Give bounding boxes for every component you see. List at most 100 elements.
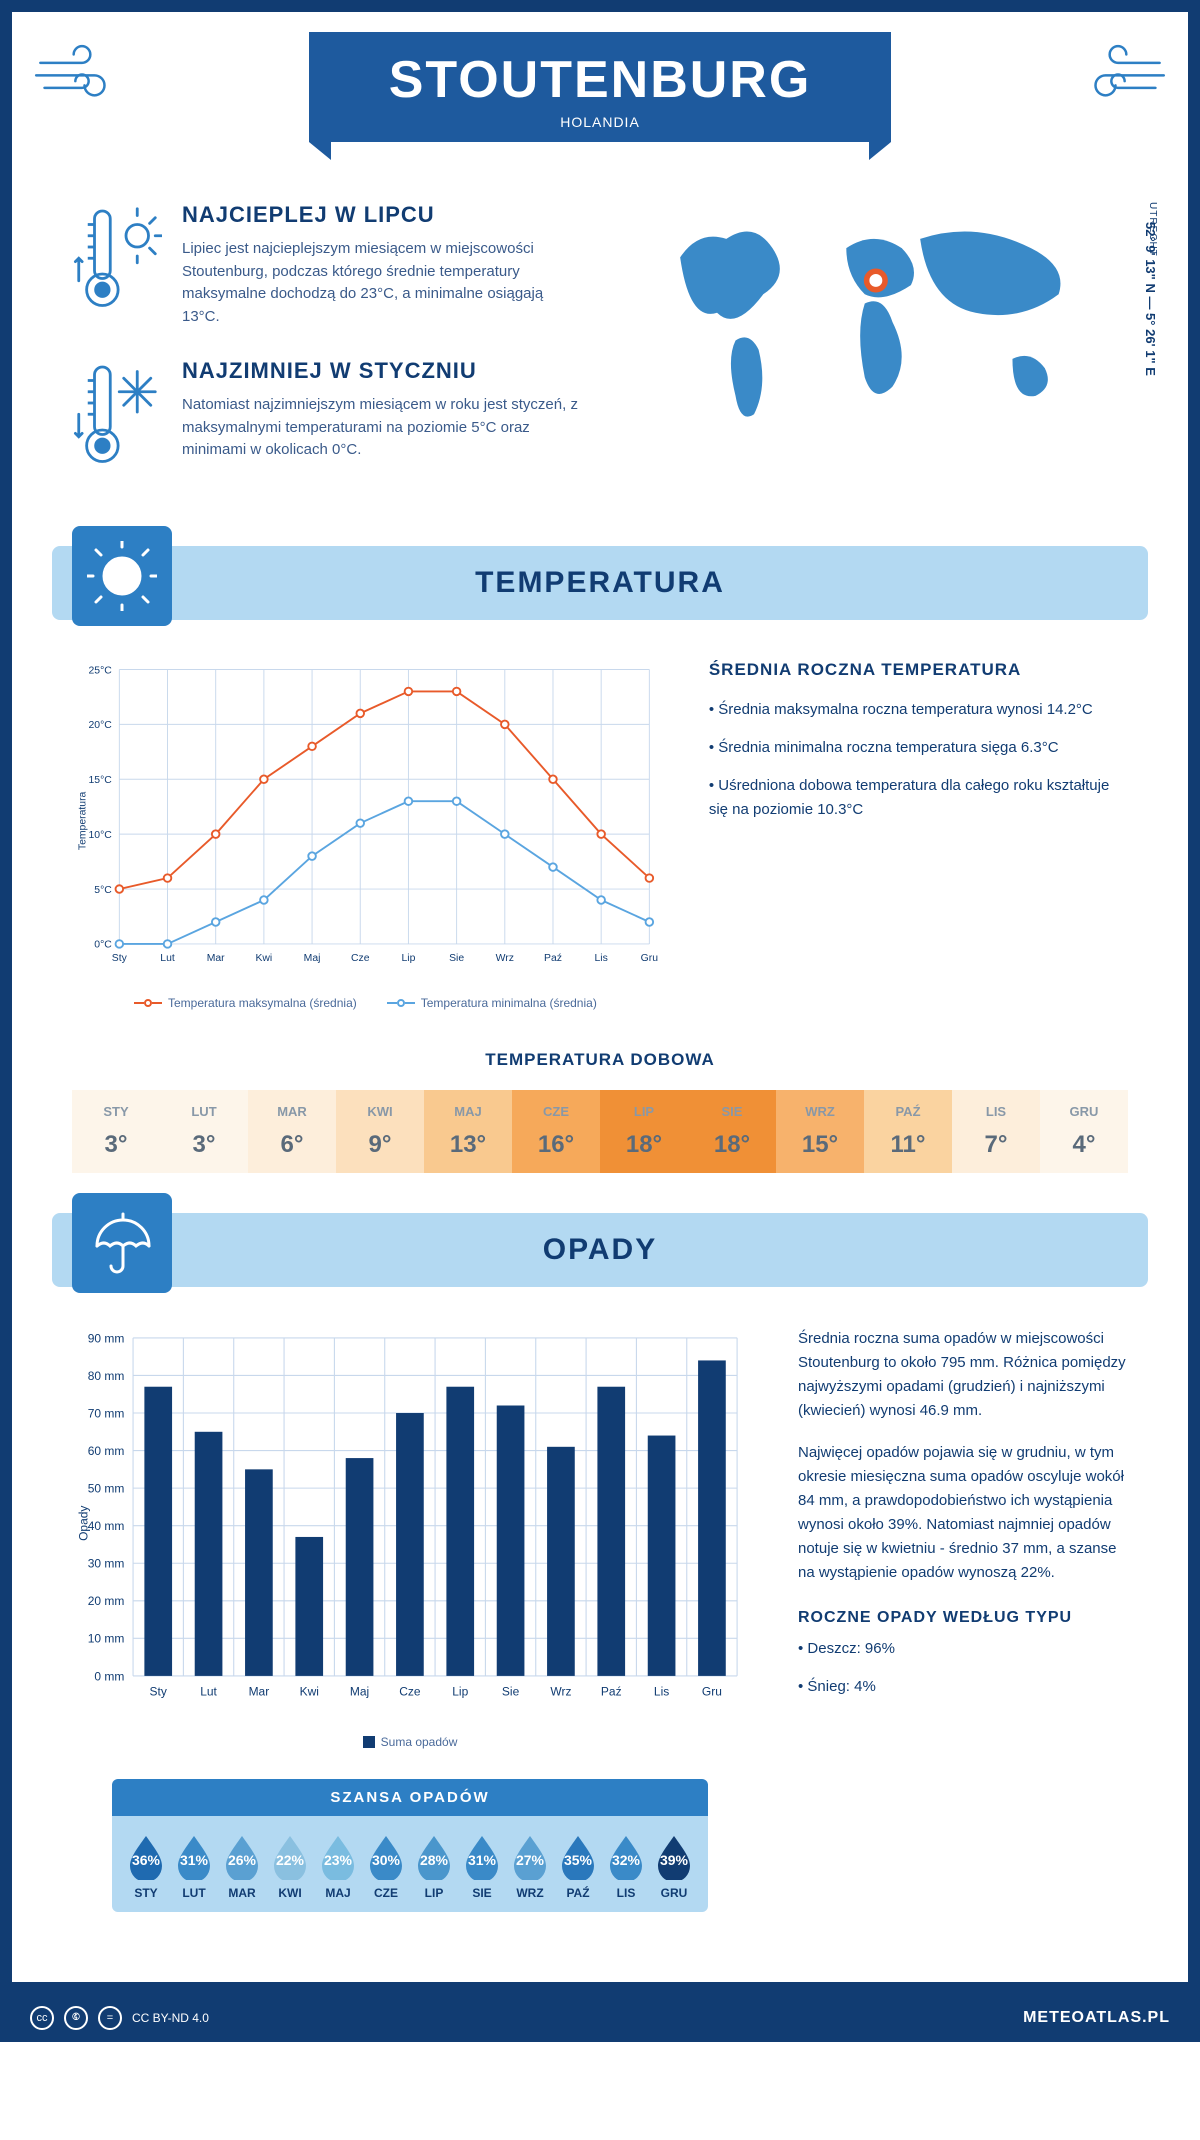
svg-text:Lis: Lis: [654, 1685, 669, 1699]
precip-by-type: ROCZNE OPADY WEDŁUG TYPU • Deszcz: 96%• …: [798, 1609, 1128, 1699]
svg-text:Opady: Opady: [76, 1506, 90, 1541]
map-column: UTRECHT 52° 9' 13" N — 5° 26' 1" E: [620, 202, 1128, 506]
daily-temp-cell: KWI9°: [336, 1090, 424, 1173]
thermometer-cold-icon: [72, 358, 162, 476]
daily-temp-cell: SIE18°: [688, 1090, 776, 1173]
precipitation-header: OPADY: [52, 1213, 1148, 1287]
svg-text:Lis: Lis: [595, 952, 608, 963]
license-text: CC BY-ND 4.0: [132, 2011, 209, 2025]
infographic-container: STOUTENBURG HOLANDIA NA: [0, 0, 1200, 1994]
daily-temp-cell: LIS7°: [952, 1090, 1040, 1173]
rain-chance-cell: 39%GRU: [650, 1832, 698, 1900]
sun-icon: [72, 526, 172, 626]
svg-text:50 mm: 50 mm: [88, 1482, 125, 1496]
daily-temperature: TEMPERATURA DOBOWA STY3°LUT3°MAR6°KWI9°M…: [12, 1050, 1188, 1213]
precip-info-paragraph: Średnia roczna suma opadów w miejscowośc…: [798, 1327, 1128, 1423]
intro-section: NAJCIEPLEJ W LIPCU Lipiec jest najcieple…: [12, 182, 1188, 546]
title-banner: STOUTENBURG HOLANDIA: [309, 32, 892, 142]
rain-chance-cell: 36%STY: [122, 1832, 170, 1900]
precip-legend: Suma opadów: [72, 1735, 748, 1749]
precip-type-title: ROCZNE OPADY WEDŁUG TYPU: [798, 1609, 1128, 1627]
coordinates-label: 52° 9' 13" N — 5° 26' 1" E: [1143, 222, 1158, 376]
svg-text:Maj: Maj: [350, 1685, 369, 1699]
temp-info-point: • Uśredniona dobowa temperatura dla całe…: [709, 774, 1128, 822]
svg-text:Lip: Lip: [452, 1685, 468, 1699]
svg-text:90 mm: 90 mm: [88, 1332, 125, 1346]
daily-temp-cell: GRU4°: [1040, 1090, 1128, 1173]
svg-text:Lut: Lut: [160, 952, 175, 963]
daily-temp-cell: LIP18°: [600, 1090, 688, 1173]
svg-text:15°C: 15°C: [88, 775, 112, 786]
svg-text:30 mm: 30 mm: [88, 1557, 125, 1571]
daily-temp-cell: STY3°: [72, 1090, 160, 1173]
fact-warmest: NAJCIEPLEJ W LIPCU Lipiec jest najcieple…: [72, 202, 580, 328]
precipitation-title: OPADY: [543, 1233, 657, 1266]
svg-text:Cze: Cze: [351, 952, 370, 963]
svg-text:Mar: Mar: [207, 952, 225, 963]
umbrella-icon: [72, 1193, 172, 1293]
svg-text:70 mm: 70 mm: [88, 1407, 125, 1421]
svg-text:Kwi: Kwi: [255, 952, 272, 963]
daily-temp-cell: CZE16°: [512, 1090, 600, 1173]
temperature-header: TEMPERATURA: [52, 546, 1148, 620]
wind-icon-right: [1048, 32, 1188, 132]
footer: cc 🅮 = CC BY-ND 4.0 METEOATLAS.PL: [0, 1994, 1200, 2042]
rain-chance-cell: 31%LUT: [170, 1832, 218, 1900]
wind-icon-left: [12, 32, 152, 132]
city-title: STOUTENBURG: [389, 50, 812, 110]
svg-text:Temperatura: Temperatura: [77, 791, 88, 850]
svg-text:Gru: Gru: [702, 1685, 722, 1699]
rain-chance-cell: 35%PAŹ: [554, 1832, 602, 1900]
temperature-title: TEMPERATURA: [475, 566, 725, 599]
nd-icon: =: [98, 2006, 122, 2030]
rain-chance-cell: 30%CZE: [362, 1832, 410, 1900]
rain-chance-cell: 28%LIP: [410, 1832, 458, 1900]
svg-text:Paź: Paź: [544, 952, 562, 963]
precipitation-chart-row: 0 mm10 mm20 mm30 mm40 mm50 mm60 mm70 mm8…: [12, 1287, 1188, 1952]
rain-chance-block: SZANSA OPADÓW 36%STY31%LUT26%MAR22%KWI23…: [72, 1779, 748, 1912]
cc-icon: cc: [30, 2006, 54, 2030]
facts-column: NAJCIEPLEJ W LIPCU Lipiec jest najcieple…: [72, 202, 580, 506]
svg-text:10 mm: 10 mm: [88, 1632, 125, 1646]
temperature-legend: Temperatura maksymalna (średnia) Temperat…: [72, 996, 659, 1010]
world-map-icon: [620, 202, 1128, 442]
temp-info-point: • Średnia maksymalna roczna temperatura …: [709, 698, 1128, 722]
svg-text:Sie: Sie: [502, 1685, 520, 1699]
svg-text:Lut: Lut: [200, 1685, 217, 1699]
daily-temp-cell: MAJ13°: [424, 1090, 512, 1173]
svg-text:Kwi: Kwi: [300, 1685, 319, 1699]
svg-text:80 mm: 80 mm: [88, 1369, 125, 1383]
temp-info-point: • Średnia minimalna roczna temperatura s…: [709, 736, 1128, 760]
legend-item: Temperatura maksymalna (średnia): [134, 996, 357, 1010]
rain-chance-cell: 26%MAR: [218, 1832, 266, 1900]
rain-chance-cell: 27%WRZ: [506, 1832, 554, 1900]
daily-temp-strip: STY3°LUT3°MAR6°KWI9°MAJ13°CZE16°LIP18°SI…: [72, 1090, 1128, 1173]
svg-text:5°C: 5°C: [94, 884, 112, 895]
fact-coldest: NAJZIMNIEJ W STYCZNIU Natomiast najzimni…: [72, 358, 580, 476]
precipitation-info: Średnia roczna suma opadów w miejscowośc…: [798, 1327, 1128, 1912]
svg-text:20°C: 20°C: [88, 720, 112, 731]
header: STOUTENBURG HOLANDIA: [12, 12, 1188, 182]
legend-item: Temperatura minimalna (średnia): [387, 996, 597, 1010]
rain-chance-cell: 31%SIE: [458, 1832, 506, 1900]
fact-cold-title: NAJZIMNIEJ W STYCZNIU: [182, 358, 580, 384]
svg-text:Wrz: Wrz: [550, 1685, 571, 1699]
rain-chance-cell: 23%MAJ: [314, 1832, 362, 1900]
fact-warm-title: NAJCIEPLEJ W LIPCU: [182, 202, 580, 228]
svg-text:Maj: Maj: [304, 952, 321, 963]
footer-license: cc 🅮 = CC BY-ND 4.0: [30, 2006, 209, 2030]
precip-type-item: • Śnieg: 4%: [798, 1675, 1128, 1699]
daily-temp-cell: WRZ15°: [776, 1090, 864, 1173]
svg-text:0°C: 0°C: [94, 939, 112, 950]
svg-text:Sty: Sty: [150, 1685, 167, 1699]
daily-temp-title: TEMPERATURA DOBOWA: [72, 1050, 1128, 1070]
rain-chance-cell: 22%KWI: [266, 1832, 314, 1900]
svg-text:Sie: Sie: [449, 952, 464, 963]
temperature-line-chart: 0°C5°C10°C15°C20°C25°CStyLutMarKwiMajCze…: [72, 660, 659, 1011]
svg-text:10°C: 10°C: [88, 829, 112, 840]
precipitation-bar-chart: 0 mm10 mm20 mm30 mm40 mm50 mm60 mm70 mm8…: [72, 1327, 748, 1912]
svg-text:25°C: 25°C: [88, 665, 112, 676]
temperature-chart-row: 0°C5°C10°C15°C20°C25°CStyLutMarKwiMajCze…: [12, 620, 1188, 1051]
svg-text:Gru: Gru: [641, 952, 659, 963]
daily-temp-cell: MAR6°: [248, 1090, 336, 1173]
